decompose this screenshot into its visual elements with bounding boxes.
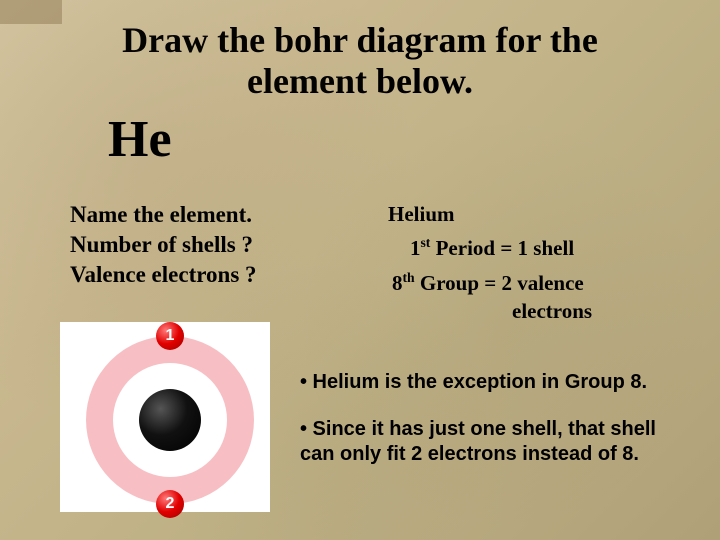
electron-1: 1 bbox=[156, 322, 184, 350]
nucleus bbox=[139, 389, 201, 451]
answer-name: Helium bbox=[388, 200, 592, 228]
question-name: Name the element. bbox=[70, 200, 257, 230]
note-2: • Since it has just one shell, that shel… bbox=[300, 417, 690, 467]
question-shells: Number of shells ? bbox=[70, 230, 257, 260]
answer-shells: 1st Period = 1 shell bbox=[410, 234, 592, 262]
question-valence: Valence electrons ? bbox=[70, 260, 257, 290]
title-line-2: element below. bbox=[247, 61, 473, 101]
answer-valence: 8th Group = 2 valence electrons bbox=[392, 269, 592, 326]
electron-2: 2 bbox=[156, 490, 184, 518]
bohr-diagram: 1 2 bbox=[70, 320, 270, 520]
note-1: • Helium is the exception in Group 8. bbox=[300, 370, 690, 395]
question-block: Name the element. Number of shells ? Val… bbox=[70, 200, 257, 290]
notes-block: • Helium is the exception in Group 8. • … bbox=[300, 370, 690, 489]
slide-title: Draw the bohr diagram for the element be… bbox=[0, 0, 720, 103]
title-line-1: Draw the bohr diagram for the bbox=[122, 20, 598, 60]
answer-block: Helium 1st Period = 1 shell 8th Group = … bbox=[388, 200, 592, 325]
element-symbol: He bbox=[108, 110, 172, 169]
decorative-band bbox=[0, 0, 62, 24]
